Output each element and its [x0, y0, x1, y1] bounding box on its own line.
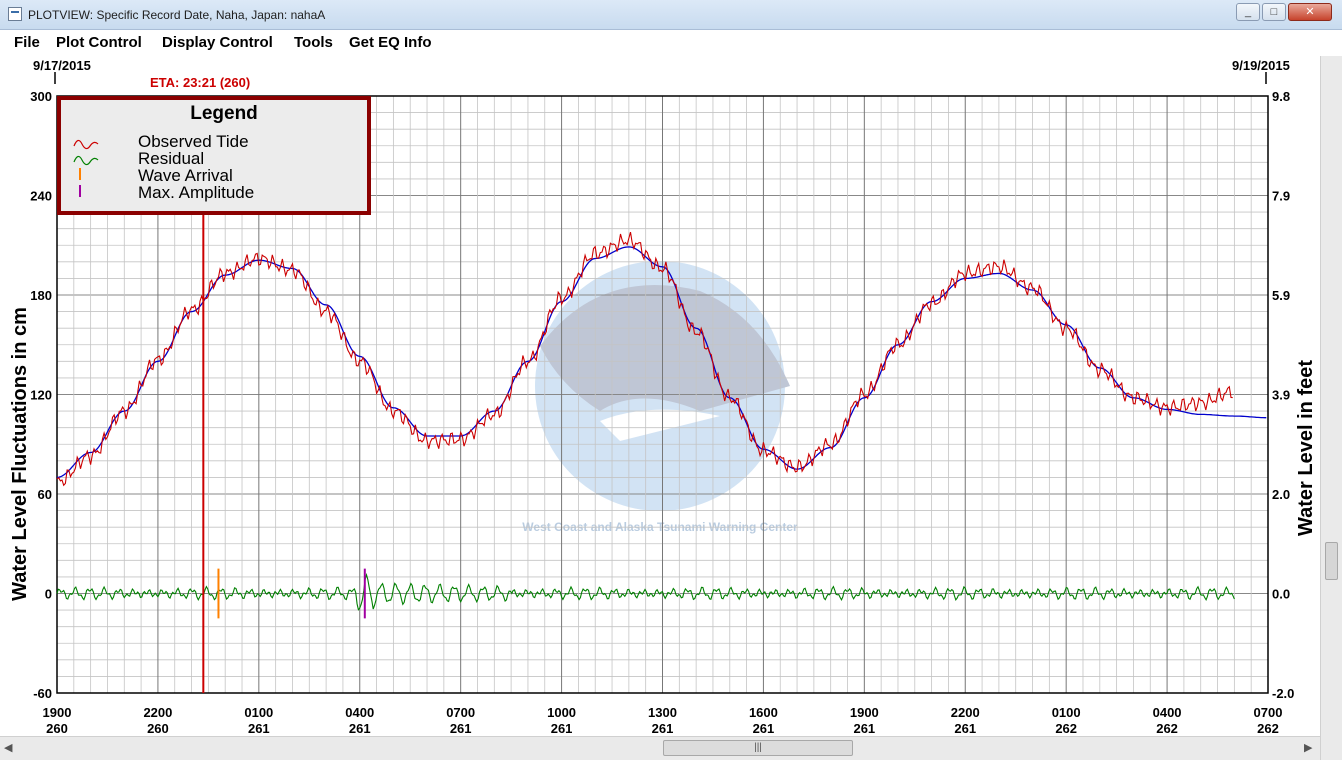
window-title: PLOTVIEW: Specific Record Date, Naha, Ja…: [28, 8, 326, 22]
x-tick-day: 260: [147, 721, 169, 736]
residual-line: [56, 572, 1235, 611]
x-tick-time: 1000: [547, 705, 576, 720]
x-tick-time: 1900: [850, 705, 879, 720]
menu-display-control[interactable]: Display Control: [162, 34, 273, 51]
vertical-scrollbar[interactable]: [1320, 56, 1342, 760]
y-left-tick-label: 180: [30, 288, 52, 303]
legend-item-max: Max. Amplitude: [138, 183, 254, 202]
x-tick-day: 262: [1257, 721, 1279, 736]
eta-label: ETA: 23:21 (260): [150, 75, 250, 90]
menu-bar: File Plot Control Display Control Tools …: [0, 30, 1342, 56]
plot-frame: [56, 95, 1269, 694]
y-right-tick-labels: 9.8 7.9 5.9 3.9 2.0 0.0 -2.0: [1272, 89, 1294, 701]
y-right-tick-label: -2.0: [1272, 686, 1294, 701]
app-icon: [8, 7, 22, 21]
x-tick-day: 261: [450, 721, 472, 736]
y-left-tick-label: 300: [30, 89, 52, 104]
x-tick-time: 0400: [345, 705, 374, 720]
x-tick-day: 261: [652, 721, 674, 736]
x-tick-day: 262: [1156, 721, 1178, 736]
x-tick-day: 261: [349, 721, 371, 736]
legend-title: Legend: [190, 103, 258, 124]
x-tick-day: 261: [954, 721, 976, 736]
plot-area: West Coast and Alaska Tsunami Warning Ce…: [0, 56, 1320, 736]
y-left-axis-title: Water Level Fluctuations in cm: [9, 307, 31, 601]
y-left-tick-label: 120: [30, 388, 52, 403]
menu-plot-control[interactable]: Plot Control: [56, 34, 142, 51]
legend-item-residual: Residual: [138, 149, 204, 168]
observed-tide-line: [56, 231, 1233, 487]
y-right-tick-label: 0.0: [1272, 587, 1290, 602]
y-left-tick-labels: 300 240 180 120 60 0 -60: [30, 89, 52, 701]
date-start-label: 9/17/2015: [33, 58, 91, 73]
close-button[interactable]: ✕: [1288, 3, 1332, 21]
y-right-tick-label: 2.0: [1272, 487, 1290, 502]
x-tick-time: 1600: [749, 705, 778, 720]
x-tick-time: 2200: [143, 705, 172, 720]
legend-box: [57, 96, 371, 215]
menu-file[interactable]: File: [14, 34, 40, 51]
date-end-label: 9/19/2015: [1232, 58, 1290, 73]
y-left-tick-label: 0: [45, 587, 52, 602]
y-right-tick-label: 9.8: [1272, 89, 1290, 104]
tide-chart[interactable]: West Coast and Alaska Tsunami Warning Ce…: [0, 56, 1320, 736]
legend-wave-icon-residual: [73, 155, 99, 166]
menu-get-eq-info[interactable]: Get EQ Info: [349, 34, 432, 51]
x-tick-time: 2200: [951, 705, 980, 720]
y-left-tick-label: 60: [38, 487, 52, 502]
window-titlebar: PLOTVIEW: Specific Record Date, Naha, Ja…: [0, 0, 1342, 30]
legend: Legend Observed Tide Residual Wave Arriv…: [57, 96, 371, 215]
horizontal-scroll-thumb[interactable]: |||: [663, 740, 853, 756]
x-tick-day: 261: [753, 721, 775, 736]
x-tick-time: 0100: [244, 705, 273, 720]
y-left-tick-label: 240: [30, 189, 52, 204]
legend-item-observed: Observed Tide: [138, 132, 249, 151]
y-right-tick-label: 3.9: [1272, 388, 1290, 403]
y-right-axis-title: Water Level in feet: [1295, 360, 1317, 536]
legend-wave-icon-observed: [73, 139, 99, 150]
x-tick-day: 262: [1055, 721, 1077, 736]
y-right-tick-label: 5.9: [1272, 288, 1290, 303]
x-tick-time: 1900: [43, 705, 72, 720]
x-tick-day: 260: [46, 721, 68, 736]
legend-item-arrival: Wave Arrival: [138, 166, 233, 185]
x-tick-time: 0700: [446, 705, 475, 720]
x-tick-time: 0400: [1153, 705, 1182, 720]
maximize-button[interactable]: □: [1262, 3, 1286, 21]
x-tick-labels: 1900260220026001002610400261070026110002…: [43, 705, 1283, 736]
x-tick-time: 0100: [1052, 705, 1081, 720]
scroll-left-arrow-icon[interactable]: ◀: [4, 742, 13, 754]
minimize-button[interactable]: _: [1236, 3, 1260, 21]
x-tick-time: 0700: [1254, 705, 1283, 720]
scroll-right-arrow-icon[interactable]: ▶: [1304, 742, 1313, 754]
x-tick-day: 261: [248, 721, 270, 736]
series-layer: [56, 231, 1267, 611]
y-left-tick-label: -60: [33, 686, 52, 701]
noaa-watermark: West Coast and Alaska Tsunami Warning Ce…: [522, 261, 798, 534]
x-tick-time: 1300: [648, 705, 677, 720]
y-right-tick-label: 7.9: [1272, 189, 1290, 204]
vertical-scroll-thumb[interactable]: [1325, 542, 1338, 580]
x-tick-day: 261: [551, 721, 573, 736]
menu-tools[interactable]: Tools: [294, 34, 333, 51]
horizontal-scrollbar[interactable]: ◀ ||| ▶: [0, 736, 1320, 760]
x-tick-day: 261: [853, 721, 875, 736]
